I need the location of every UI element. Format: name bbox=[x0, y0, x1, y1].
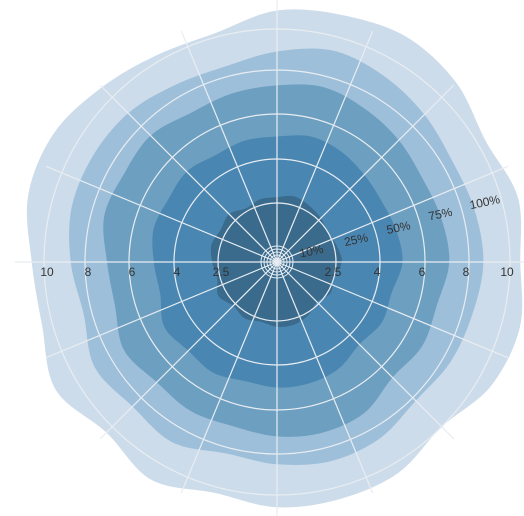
tick-label: 10 bbox=[500, 265, 514, 279]
tick-label: 6 bbox=[419, 265, 426, 279]
tick-label: 4 bbox=[374, 265, 381, 279]
tick-label: 8 bbox=[463, 265, 470, 279]
grid-spoke bbox=[180, 261, 278, 494]
radial-tick-labels: 2.5 2.5 4 4 6 6 8 8 10 10 bbox=[40, 265, 514, 279]
grid-spoke bbox=[276, 165, 509, 263]
tick-label: 10 bbox=[40, 265, 54, 279]
chart-grid bbox=[15, 0, 524, 516]
grid-spoke bbox=[180, 30, 278, 263]
tick-label: 4 bbox=[174, 265, 181, 279]
tick-label: 2.5 bbox=[213, 265, 230, 279]
grid-spoke bbox=[45, 261, 278, 359]
band-label: 100% bbox=[468, 192, 501, 212]
percentile-labels: 10% 25% 50% 75% 100% bbox=[298, 192, 501, 260]
tick-label: 2.5 bbox=[325, 265, 342, 279]
grid-spoke bbox=[276, 261, 455, 440]
grid-spoke bbox=[276, 261, 374, 494]
grid-spoke bbox=[99, 261, 278, 440]
grid-spoke bbox=[99, 84, 278, 263]
band-label: 25% bbox=[343, 230, 370, 249]
band-label: 10% bbox=[298, 242, 325, 261]
band-label: 50% bbox=[385, 218, 412, 237]
grid-spoke bbox=[45, 165, 278, 263]
tick-label: 8 bbox=[85, 265, 92, 279]
grid-spoke bbox=[276, 30, 374, 263]
grid-spoke bbox=[276, 261, 509, 359]
grid-spoke bbox=[276, 84, 455, 263]
band-label: 75% bbox=[427, 205, 454, 224]
tick-label: 6 bbox=[129, 265, 136, 279]
